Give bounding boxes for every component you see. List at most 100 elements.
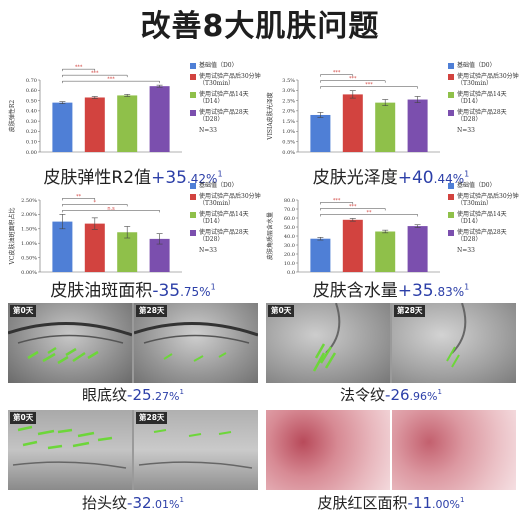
significance-mark: *** xyxy=(91,71,99,77)
y-tick-label: 20.0 xyxy=(284,252,295,258)
y-tick-label: 0.00% xyxy=(21,270,37,276)
legend-item: 使用试验产品后30分钟（T30min） xyxy=(448,73,520,88)
y-tick-label: 0.40 xyxy=(26,109,37,115)
legend-swatch xyxy=(190,193,196,200)
y-tick-label: 1.5% xyxy=(282,119,295,125)
photo-caption-percent: -32.01%1 xyxy=(127,494,184,512)
forehead-before-illustration xyxy=(12,425,127,469)
y-tick-label: 1.00% xyxy=(21,241,37,247)
bar-D14 xyxy=(117,95,138,152)
caption-label: 皮肤油斑面积 xyxy=(50,281,153,301)
bar-D0 xyxy=(310,238,331,272)
chart-legend: 基础值（D0） 使用试验产品后30分钟（T30min） 使用试验产品14天（D14）… xyxy=(448,182,520,254)
legend-swatch xyxy=(448,183,454,189)
oil-spot-caption: 皮肤油斑面积-35.75%1 xyxy=(8,276,258,301)
after-photo xyxy=(392,410,516,490)
bar-D28 xyxy=(407,226,428,272)
y-tick-label: 1.0% xyxy=(282,129,295,135)
y-tick-label: 0.0% xyxy=(282,150,295,156)
chart-legend: 基础值（D0） 使用试验产品后30分钟（T30min） 使用试验产品14天（D14）… xyxy=(448,62,520,134)
legend-swatch xyxy=(190,211,196,218)
caption-percent: -35.75%1 xyxy=(152,281,216,301)
legend-sample-size: N=33 xyxy=(199,246,217,254)
significance-bracket xyxy=(320,202,354,205)
legend-swatch xyxy=(190,73,196,80)
legend-item: 使用试验产品28天（D28） xyxy=(190,109,262,124)
photo-caption-percent: -26.96%1 xyxy=(385,386,442,404)
legend-swatch xyxy=(448,91,454,98)
eye-before-illustration xyxy=(8,322,133,365)
y-tick-label: 50.0 xyxy=(284,225,295,231)
bar-T30min xyxy=(342,219,363,272)
bar-T30min xyxy=(84,97,105,152)
y-axis-label: VISIA皮肤光泽度 xyxy=(266,92,274,141)
day28-tag: 第28天 xyxy=(394,305,426,317)
redness-caption: 皮肤红区面积-11.00%1 xyxy=(266,492,516,513)
significance-mark: *** xyxy=(365,82,373,88)
legend-label: 使用试验产品14天（D14） xyxy=(199,90,249,106)
y-axis-label: 皮肤角质层含水量 xyxy=(266,212,274,260)
y-tick-label: 10.0 xyxy=(284,261,295,267)
y-tick-label: 0.20 xyxy=(26,129,37,135)
y-tick-label: 2.5% xyxy=(282,98,295,104)
significance-bracket xyxy=(62,68,96,72)
elasticity-chart: 皮肤弹性R2 0.00 0.10 0.20 0.30 0.40 0.50 0.60 0.70 **… xyxy=(8,65,182,156)
photo-redness xyxy=(266,410,516,490)
y-axis-label: 皮肤弹性R2 xyxy=(8,100,16,133)
y-tick-label: 40.0 xyxy=(284,234,295,240)
y-tick-label: 2.50% xyxy=(21,198,37,204)
y-tick-label: 1.50% xyxy=(21,227,37,233)
legend-item: 使用试验产品28天（D28） xyxy=(448,229,520,244)
significance-mark: n.s xyxy=(107,206,115,212)
legend-label: 使用试验产品后30分钟（T30min） xyxy=(457,72,519,88)
legend-swatch xyxy=(190,229,196,236)
bar-T30min xyxy=(342,94,363,152)
oil-spot-chart: VC皮肤油斑面积占比 0.00% 0.50% 1.00% 1.50% 2.00% 2.50%… xyxy=(8,194,182,276)
chart-panel-oil: VC皮肤油斑面积占比 0.00% 0.50% 1.00% 1.50% 2.00% 2.50%… xyxy=(8,178,261,288)
legend-item: 使用试验产品28天（D28） xyxy=(190,229,262,244)
significance-bracket xyxy=(62,74,128,78)
y-tick-label: 0.50% xyxy=(21,255,37,261)
moisture-chart: 皮肤角质层含水量 0.0 10.0 20.0 30.0 40.0 50.0 60.0 70.0 8… xyxy=(266,198,440,276)
bar-D28 xyxy=(407,99,428,152)
day28-tag: 第28天 xyxy=(136,412,168,424)
significance-bracket xyxy=(62,204,128,207)
significance-mark: *** xyxy=(75,65,83,71)
chart-legend: 基础值（D0） 使用试验产品后30分钟（T30min） 使用试验产品14天（D14）… xyxy=(190,182,262,254)
eye-wrinkles-caption: 眼底纹-25.27%1 xyxy=(8,384,258,405)
y-tick-label: 0.60 xyxy=(26,88,37,94)
nasolabial-after-illustration xyxy=(446,303,467,368)
significance-bracket xyxy=(320,208,386,211)
significance-bracket xyxy=(320,86,418,89)
y-tick-label: 30.0 xyxy=(284,243,295,249)
photo-caption-label: 眼底纹 xyxy=(82,386,128,404)
forehead-caption: 抬头纹-32.01%1 xyxy=(8,492,258,513)
legend-swatch xyxy=(448,109,454,116)
bar-D14 xyxy=(117,232,138,272)
photo-eye-wrinkles: 第0天 第28天 xyxy=(8,303,258,383)
day0-tag: 第0天 xyxy=(10,412,37,424)
y-tick-label: 2.00% xyxy=(21,212,37,218)
significance-bracket xyxy=(62,198,96,201)
significance-bracket xyxy=(320,214,418,217)
significance-mark: *** xyxy=(333,198,341,204)
legend-item: 使用试验产品后30分钟（T30min） xyxy=(190,193,262,208)
bar-D14 xyxy=(375,231,396,272)
legend-item: 基础值（D0） xyxy=(190,62,262,70)
legend-swatch xyxy=(190,109,196,116)
legend-label: 使用试验产品28天（D28） xyxy=(457,108,507,124)
photo-forehead: 第0天 第28天 xyxy=(8,410,258,490)
caption-percent: +35.42%1 xyxy=(151,168,223,188)
legend-swatch xyxy=(448,211,454,218)
y-axis-label: VC皮肤油斑面积占比 xyxy=(8,208,16,266)
legend-item: 基础值（D0） xyxy=(190,182,262,190)
legend-item: 基础值（D0） xyxy=(448,182,520,190)
legend-item: 使用试验产品14天（D14） xyxy=(448,91,520,106)
nasolabial-before-illustration xyxy=(312,303,341,372)
photo-caption-label: 法令纹 xyxy=(340,386,386,404)
photo-caption-percent: -11.00%1 xyxy=(407,494,465,512)
y-tick-label: 2.0% xyxy=(282,109,295,115)
significance-bracket xyxy=(62,80,160,84)
bar-D0 xyxy=(52,221,73,272)
photo-caption-label: 皮肤红区面积 xyxy=(317,494,408,512)
